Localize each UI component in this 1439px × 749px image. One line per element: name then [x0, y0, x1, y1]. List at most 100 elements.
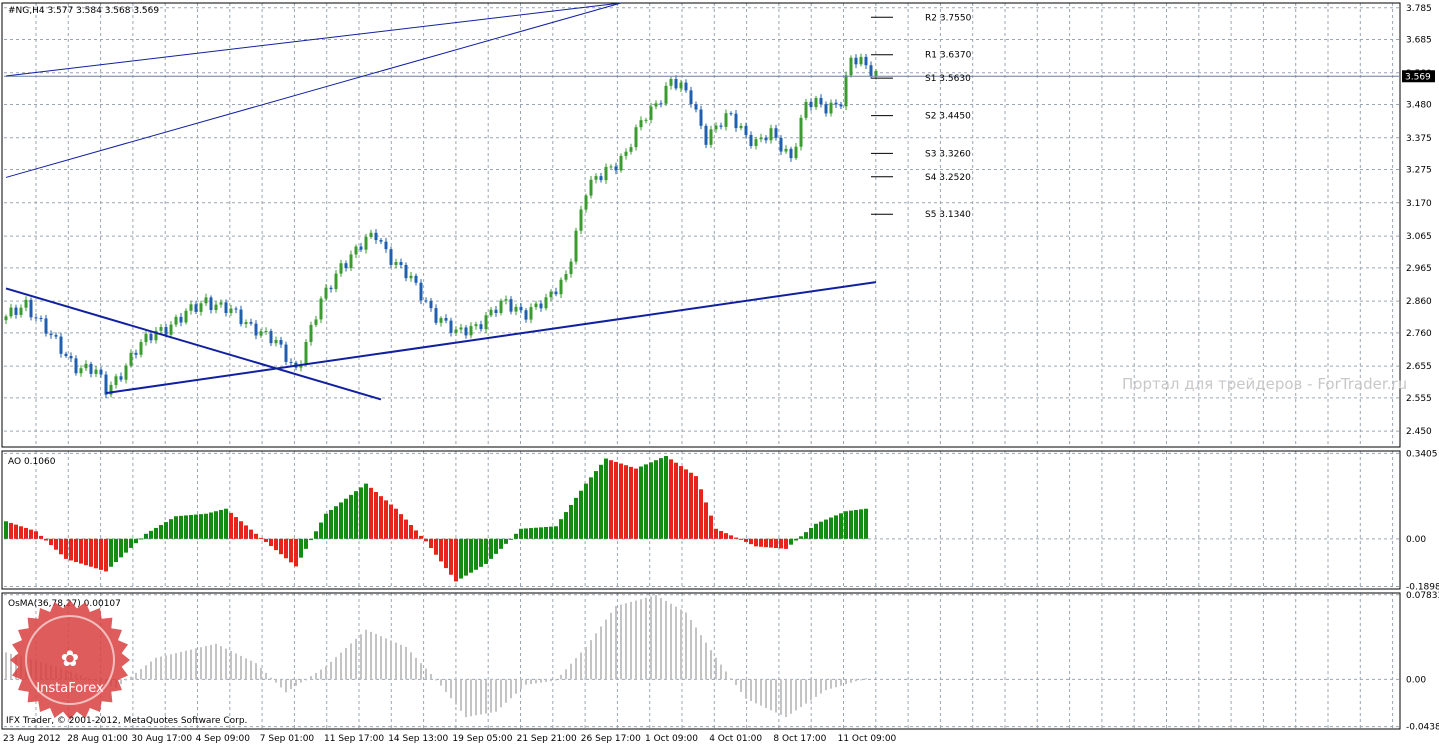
ao-bar — [194, 514, 198, 539]
ao-bar — [799, 536, 803, 539]
ao-bar — [34, 531, 38, 539]
candle-body — [524, 310, 528, 320]
osma-bar — [240, 655, 242, 680]
ao-bar — [124, 538, 128, 553]
ao-bar — [19, 526, 23, 539]
osma-bar — [155, 657, 157, 680]
ao-bar — [374, 491, 378, 539]
candle-body — [579, 209, 583, 231]
ao-bar — [509, 538, 513, 540]
ao-bar — [494, 538, 498, 554]
level-label-s4: S4 3.2520 — [925, 173, 971, 183]
candle-body — [479, 324, 483, 330]
indicator-tick-label: -0.04383 — [1406, 723, 1439, 733]
candle-body — [594, 176, 598, 180]
ao-bar — [344, 498, 348, 539]
candle-body — [64, 353, 68, 356]
osma-bar — [395, 642, 397, 680]
osma-bar — [745, 679, 747, 699]
candle-body — [194, 304, 198, 312]
osma-bar — [590, 640, 592, 680]
ao-bar — [639, 466, 643, 539]
candle-body — [669, 79, 673, 86]
candle-body — [239, 309, 243, 325]
ao-bar — [214, 511, 218, 539]
osma-bar — [465, 679, 467, 718]
ao-bar — [64, 538, 68, 559]
candle-body — [764, 137, 768, 141]
trendline[interactable] — [105, 281, 877, 395]
osma-bar — [490, 679, 492, 713]
osma-bar — [825, 679, 827, 691]
indicator-tick-label: 0.3405 — [1406, 449, 1438, 459]
osma-bar — [520, 679, 522, 690]
osma-bar — [305, 679, 307, 681]
ao-bar — [229, 512, 233, 539]
price-tick-label: 3.065 — [1406, 232, 1432, 242]
candle-body — [814, 97, 818, 108]
candle-body — [474, 324, 478, 327]
ao-bar — [534, 527, 538, 539]
indicator-tick-label: -0.1898 — [1406, 582, 1439, 592]
osma-bar — [290, 679, 292, 690]
candle-body — [559, 279, 563, 295]
osma-bar — [335, 657, 337, 680]
trendline[interactable] — [5, 287, 382, 401]
ao-bar — [589, 477, 593, 539]
ao-bar — [729, 535, 733, 539]
candle-body — [514, 306, 518, 312]
ao-bar — [689, 472, 693, 539]
ao-bar — [529, 528, 533, 539]
osma-bar — [365, 629, 367, 680]
ao-bar — [384, 500, 388, 539]
osma-bar — [845, 679, 847, 685]
osma-bar — [585, 646, 587, 680]
osma-bar — [245, 658, 247, 680]
osma-bar — [360, 634, 362, 680]
candle-body — [584, 195, 588, 210]
osma-bar — [575, 658, 577, 680]
osma-bar — [410, 652, 412, 680]
candle-body — [464, 327, 468, 336]
candle-body — [564, 274, 568, 280]
osma-bar — [660, 598, 662, 680]
ao-bar — [99, 538, 103, 570]
candle-body — [104, 374, 108, 395]
ao-bar — [119, 538, 123, 558]
candle-body — [759, 137, 763, 140]
ao-bar — [829, 517, 833, 539]
osma-bar — [740, 679, 742, 692]
ao-bar — [164, 522, 168, 539]
trendline[interactable] — [5, 2, 622, 77]
osma-bar — [280, 679, 282, 688]
candle-body — [819, 97, 823, 105]
price-tick-label: 2.860 — [1406, 297, 1432, 307]
ao-bar — [469, 538, 473, 573]
candle-body — [649, 106, 653, 120]
osma-bar — [835, 679, 837, 688]
ao-bar — [539, 527, 543, 539]
ao-bar — [209, 512, 213, 539]
candle-body — [619, 155, 623, 171]
osma-bar — [185, 650, 187, 680]
osma-bar — [200, 647, 202, 680]
osma-bar — [445, 679, 447, 692]
candle-body — [754, 139, 758, 146]
trendline[interactable] — [5, 2, 622, 178]
ao-bar — [644, 464, 648, 539]
logo-ring — [25, 615, 115, 705]
candle-body — [734, 113, 738, 129]
ao-bar — [279, 538, 283, 555]
ao-bar — [634, 468, 638, 539]
ao-bar — [184, 515, 188, 539]
ao-bar — [289, 538, 293, 563]
osma-bar — [650, 596, 652, 680]
ao-bar — [824, 519, 828, 539]
osma-bar — [555, 679, 557, 681]
osma-bar — [215, 643, 217, 680]
osma-bar — [340, 652, 342, 680]
candle-body — [444, 318, 448, 321]
ao-bar — [149, 530, 153, 539]
